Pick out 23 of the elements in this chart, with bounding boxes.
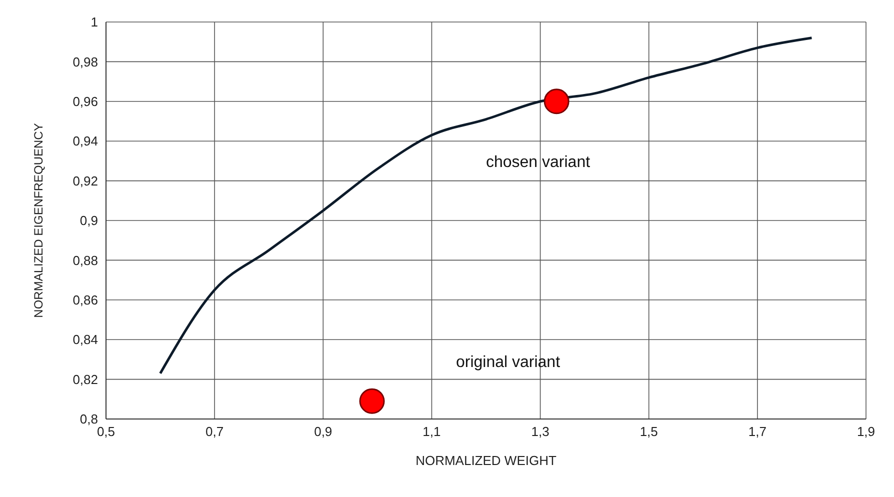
x-axis-title: NORMALIZED WEIGHT xyxy=(416,453,556,468)
annotation: chosen variant xyxy=(486,154,590,172)
x-tick-label: 1,9 xyxy=(856,424,876,440)
y-tick-label: 0,8 xyxy=(80,412,98,427)
y-axis-title: NORMALIZED EIGENFREQUENCY xyxy=(31,123,46,318)
x-tick-label: 1,1 xyxy=(422,424,441,440)
x-tick-label: 1,3 xyxy=(531,424,550,440)
x-tick-label: 0,7 xyxy=(206,424,224,440)
x-tick-label: 1,5 xyxy=(640,424,658,440)
y-tick-label: 0,92 xyxy=(72,173,98,188)
x-tick-label: 0,9 xyxy=(314,424,332,440)
y-tick-label: 0,84 xyxy=(72,332,98,348)
y-tick-label: 0,94 xyxy=(72,134,98,149)
y-tick-label: 0,9 xyxy=(80,213,98,228)
y-tick-label: 0,86 xyxy=(72,292,98,308)
y-tick-label: 0,88 xyxy=(72,252,98,268)
y-tick-label: 0,82 xyxy=(72,372,98,387)
y-tick-label: 0,96 xyxy=(72,94,98,110)
x-tick-label: 1,7 xyxy=(748,424,766,440)
x-tick-label: 0,5 xyxy=(96,424,116,440)
line-series xyxy=(159,36,813,375)
y-tick-label: 0,98 xyxy=(72,54,98,70)
y-tick-label: 1 xyxy=(90,14,98,30)
